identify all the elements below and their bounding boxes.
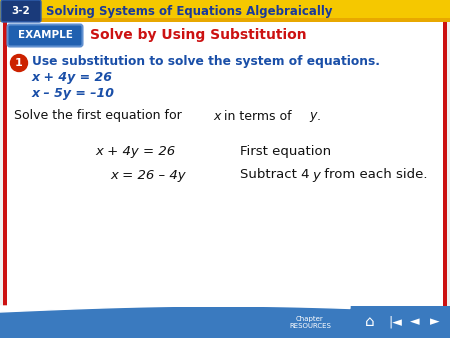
Text: x + 4y = 26: x + 4y = 26	[95, 145, 175, 159]
Text: Solve the first equation for: Solve the first equation for	[14, 110, 186, 122]
Text: Chapter
RESOURCES: Chapter RESOURCES	[289, 315, 331, 329]
Text: |◄: |◄	[388, 315, 402, 329]
Text: ◄: ◄	[410, 315, 420, 329]
Text: ►: ►	[430, 315, 440, 329]
FancyBboxPatch shape	[1, 0, 41, 22]
FancyBboxPatch shape	[6, 22, 444, 306]
Circle shape	[10, 54, 27, 72]
Text: ⌂: ⌂	[365, 314, 375, 330]
FancyBboxPatch shape	[8, 24, 82, 47]
Text: from each side.: from each side.	[320, 169, 428, 182]
FancyBboxPatch shape	[443, 22, 447, 306]
FancyBboxPatch shape	[0, 0, 450, 22]
Text: x = 26 – 4y: x = 26 – 4y	[110, 169, 185, 182]
FancyBboxPatch shape	[0, 18, 450, 22]
Text: Use substitution to solve the system of equations.: Use substitution to solve the system of …	[32, 55, 380, 69]
Text: x + 4y = 26: x + 4y = 26	[32, 72, 113, 84]
Text: x: x	[213, 110, 221, 122]
Polygon shape	[0, 306, 350, 312]
Text: Solving Systems of Equations Algebraically: Solving Systems of Equations Algebraical…	[46, 4, 333, 18]
Text: .: .	[316, 110, 320, 122]
Text: Solve by Using Substitution: Solve by Using Substitution	[90, 28, 306, 43]
Text: 3-2: 3-2	[12, 6, 31, 17]
Text: in terms of: in terms of	[220, 110, 296, 122]
FancyBboxPatch shape	[0, 306, 450, 338]
Text: 1: 1	[15, 58, 23, 68]
FancyBboxPatch shape	[3, 22, 7, 306]
Text: x – 5y = –10: x – 5y = –10	[32, 87, 115, 99]
Text: y: y	[310, 110, 317, 122]
Text: EXAMPLE: EXAMPLE	[18, 30, 72, 41]
Text: First equation: First equation	[240, 145, 331, 159]
Text: y: y	[313, 169, 320, 182]
Text: Subtract 4: Subtract 4	[240, 169, 310, 182]
